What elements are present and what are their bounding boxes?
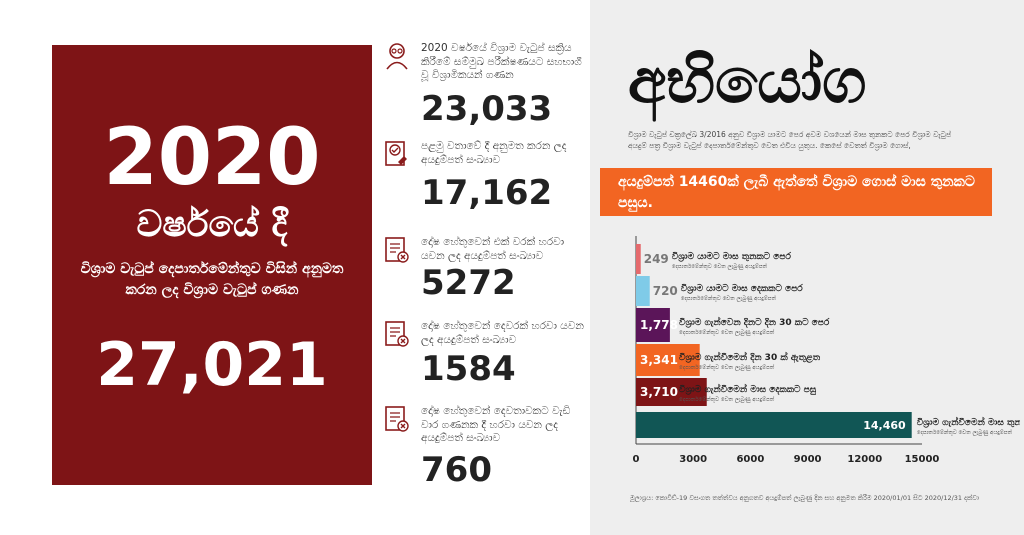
stat-label: දෝෂ හේතුවෙන් එක් වරක් හරවා යවන ලද අයදුම්… bbox=[421, 236, 565, 262]
bar-sub-label: දෙපාර්තමේන්තුව වෙත ලැබුණු අයදුම්පත් bbox=[672, 263, 768, 271]
bar-category-label: විශ්‍රාම යාමට මාස දෙකකට පෙර bbox=[681, 282, 804, 295]
x-tick-label: 15000 bbox=[905, 454, 940, 465]
source-footnote: මූලාශ්‍රය: කොවිඩ්-19 වසංගත තත්ත්වය අනුගත… bbox=[630, 494, 980, 502]
stat-item: 2020 වර්ෂයේ විශ්‍රාම වැටුප් සක්‍රිය කිරී… bbox=[384, 42, 584, 127]
highlight-banner: අයදුම්පත් 14460ක් ලැබී ඇත්තේ විශ්‍රාම ගො… bbox=[600, 168, 992, 216]
bar-sub-label: දෙපාර්තමේන්තුව වෙත ලැබුණු අයදුම්පත් bbox=[917, 429, 1013, 437]
bar-sub-label: දෙපාර්තමේන්තුව වෙත ලැබුණු අයදුම්පත් bbox=[679, 329, 775, 337]
stat-item: දෝෂ හේතුවෙන් දෙවරක් හරවා යවන ලද අයදුම්පත… bbox=[384, 320, 584, 392]
x-tick-label: 3000 bbox=[679, 454, 707, 465]
bar-category-label: විශ්‍රාම ගැන්වීමෙන් දින 30 ක් ඇතුළත bbox=[679, 351, 821, 364]
stat-label: 2020 වර්ෂයේ විශ්‍රාම වැටුප් සක්‍රිය කිරී… bbox=[421, 42, 582, 82]
stat-value: 760 bbox=[421, 450, 492, 490]
bar-value-label: 3,710 bbox=[640, 385, 678, 399]
bar-value-label: 720 bbox=[653, 284, 678, 298]
bar-value-label: 249 bbox=[644, 252, 669, 266]
x-tick-label: 0 bbox=[633, 454, 640, 465]
stat-item: දෝෂ හේතුවෙන් දෙවතාවකට වැඩි වාර ගණනක දී හ… bbox=[384, 405, 584, 493]
stat-label: දෝෂ හේතුවෙන් දෙවතාවකට වැඩි වාර ගණනක දී හ… bbox=[421, 405, 571, 445]
card-total: 27,021 bbox=[96, 330, 328, 400]
stat-item: පළමු වතාවේ දී අනුමත කරන ලද අයදුම්පත් සංඛ… bbox=[384, 140, 584, 220]
bar-sub-label: දෙපාර්තමේන්තුව වෙත ලැබුණු අයදුම්පත් bbox=[679, 364, 775, 372]
card-year: 2020 bbox=[103, 113, 321, 203]
bar-sub-label: දෙපාර්තමේන්තුව වෙත ලැබුණු අයදුම්පත් bbox=[681, 295, 777, 303]
stat-value: 1584 bbox=[421, 349, 516, 389]
bar bbox=[636, 244, 641, 274]
card-description: විශ්‍රාම වැටුප් දෙපාර්තමේන්තුව විසින් අන… bbox=[80, 261, 344, 298]
stat-label: දෝෂ හේතුවෙන් දෙවරක් හරවා යවන ලද අයදුම්පත… bbox=[421, 320, 584, 346]
headline: අභියෝග bbox=[628, 44, 867, 117]
card-year-phrase: වර්ෂයේ දී bbox=[136, 204, 288, 245]
bar-sub-label: දෙපාර්තමේන්තුව වෙත ලැබුණු අයදුම්පත් bbox=[679, 396, 775, 404]
bar-category-label: විශ්‍රාම ගැන්වීමෙන් මාස තුනකට පසු bbox=[917, 416, 1020, 429]
circular-note: විශ්‍රාම වැටුප් චක්‍රලේඛ 3/2016 අනුව විශ… bbox=[628, 130, 952, 150]
bar-category-label: විශ්‍රාම යාමට මාස තුනකට පෙර bbox=[672, 250, 792, 263]
stat-value: 17,162 bbox=[421, 173, 553, 213]
bar-value-label: 1,778 bbox=[640, 318, 678, 332]
bar bbox=[636, 378, 707, 406]
stat-label: පළමු වතාවේ දී අනුමත කරන ලද අයදුම්පත් සංඛ… bbox=[421, 140, 567, 166]
bar bbox=[636, 412, 912, 438]
x-tick-label: 9000 bbox=[794, 454, 822, 465]
bar-value-label: 14,460 bbox=[863, 419, 906, 432]
rejected-document-icon bbox=[385, 321, 409, 347]
rejected-document-icon bbox=[385, 406, 409, 432]
elderly-person-icon bbox=[386, 43, 408, 70]
rejected-document-icon bbox=[385, 237, 409, 263]
stat-item: දෝෂ හේතුවෙන් එක් වරක් හරවා යවන ලද අයදුම්… bbox=[384, 236, 584, 306]
stat-value: 23,033 bbox=[421, 89, 553, 129]
bar-category-label: විශ්‍රාම ගැන්වීමෙන් මාස දෙකකට පසු bbox=[679, 383, 817, 396]
approved-document-icon bbox=[385, 141, 407, 166]
bar-value-label: 3,341 bbox=[640, 353, 678, 367]
x-tick-label: 12000 bbox=[847, 454, 882, 465]
x-tick-label: 6000 bbox=[736, 454, 764, 465]
bar bbox=[636, 308, 670, 342]
stat-value: 5272 bbox=[421, 263, 516, 303]
bar bbox=[636, 344, 700, 376]
bar bbox=[636, 276, 650, 306]
right-panel bbox=[590, 0, 1024, 535]
summary-card: 2020 වර්ෂයේ දී විශ්‍රාම වැටුප් දෙපාර්තමේ… bbox=[52, 45, 372, 485]
bar-category-label: විශ්‍රාම ගැන්වෙන දිනට දින 30 කට පෙර bbox=[679, 316, 830, 329]
